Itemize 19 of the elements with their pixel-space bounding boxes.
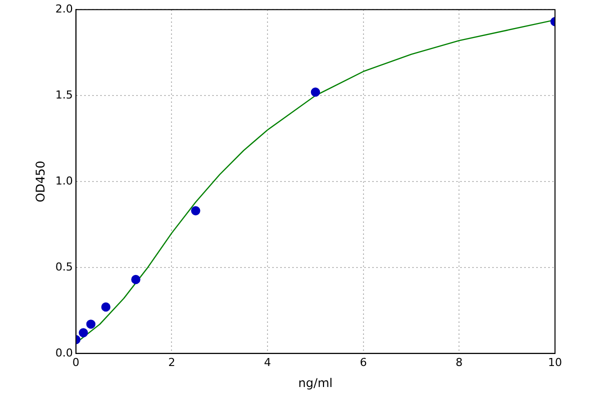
y-tick-label: 2.0 — [55, 2, 73, 16]
x-tick-label: 10 — [548, 356, 562, 369]
point — [310, 88, 320, 97]
x-tick-label: 4 — [264, 356, 272, 369]
x-tick-label: 0 — [72, 356, 80, 369]
y-tick-label: 0.0 — [55, 346, 73, 360]
point — [86, 320, 96, 329]
y-tick-label: 0.5 — [55, 260, 73, 274]
x-tick-label: 8 — [456, 356, 463, 369]
y-axis-title: OD450 — [33, 160, 48, 202]
y-tick-label: 1.5 — [55, 88, 73, 102]
point — [191, 206, 200, 216]
x-axis-title: ng/ml — [298, 376, 333, 390]
x-tick-label: 6 — [360, 356, 367, 369]
y-tick-label: 1.0 — [55, 174, 73, 188]
x-tick-label: 2 — [168, 356, 176, 369]
point — [78, 328, 88, 338]
point — [101, 302, 110, 312]
point — [131, 274, 140, 284]
